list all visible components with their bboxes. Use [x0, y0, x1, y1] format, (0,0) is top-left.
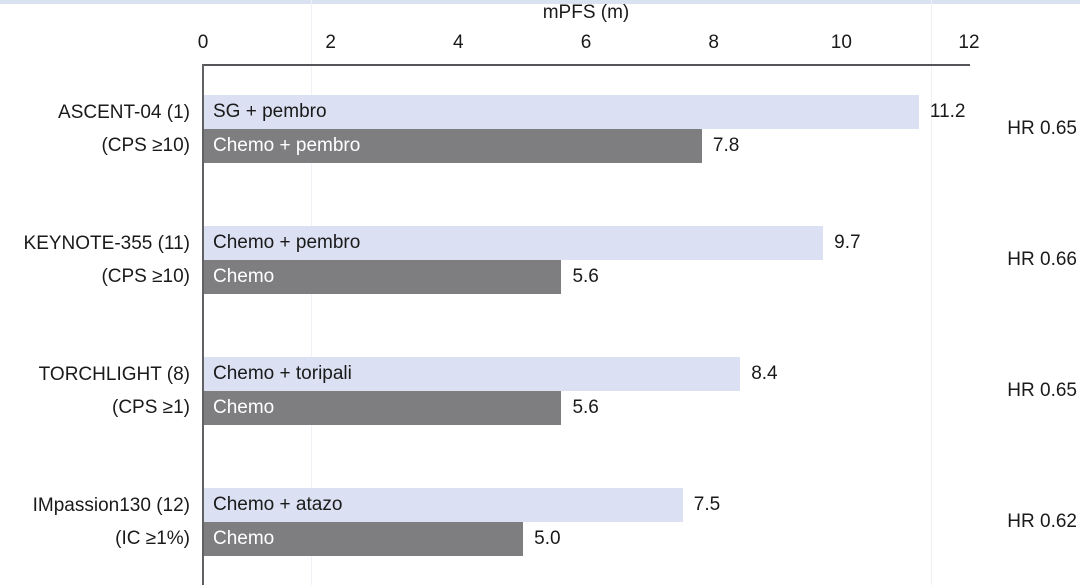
- trial-label: KEYNOTE-355 (11) (CPS ≥10): [0, 227, 190, 293]
- trial-group-ascent-04: ASCENT-04 (1) (CPS ≥10) SG + pembro 11.2…: [0, 95, 1080, 163]
- x-axis-tick-labels: 0 2 4 6 8 10 12: [198, 31, 980, 55]
- bar-arm-label: Chemo + pembro: [213, 232, 361, 253]
- x-tick-12: 12: [958, 32, 980, 53]
- trial-label: ASCENT-04 (1) (CPS ≥10): [0, 96, 190, 162]
- trial-label: IMpassion130 (12) (IC ≥1%): [0, 489, 190, 555]
- x-axis-line: [202, 64, 970, 66]
- group-plot-area: Chemo + atazo 7.5 Chemo 5.0: [204, 488, 970, 556]
- trial-group-torchlight: TORCHLIGHT (8) (CPS ≥1) Chemo + toripali…: [0, 357, 1080, 425]
- x-tick-0: 0: [197, 32, 209, 53]
- bar-control: Chemo 5.6: [204, 391, 599, 425]
- hazard-ratio-label: HR 0.62: [1007, 511, 1077, 532]
- bar-value-label: 5.0: [534, 528, 561, 549]
- bar-control: Chemo 5.0: [204, 522, 561, 556]
- bar-experimental: Chemo + atazo 7.5: [204, 488, 720, 522]
- bar-arm-label: Chemo + atazo: [213, 494, 343, 515]
- trial-name: TORCHLIGHT (8): [38, 364, 190, 385]
- trial-subgroup: (CPS ≥1): [112, 397, 190, 418]
- trial-subgroup: (IC ≥1%): [115, 528, 190, 549]
- bar-arm-label: Chemo: [213, 397, 275, 418]
- faint-column-border: [931, 0, 932, 585]
- bar-arm-label: Chemo: [213, 266, 275, 287]
- group-plot-area: SG + pembro 11.2 Chemo + pembro 7.8: [204, 95, 970, 163]
- bar-control: Chemo 5.6: [204, 260, 599, 294]
- bar-value-label: 5.6: [572, 266, 599, 287]
- trial-name: ASCENT-04 (1): [58, 102, 190, 123]
- top-border-strip: [0, 0, 1080, 4]
- bar-value-label: 11.2: [929, 101, 966, 122]
- x-axis-title: mPFS (m): [542, 2, 630, 23]
- bar-value-label: 8.4: [751, 363, 778, 384]
- group-plot-area: Chemo + pembro 9.7 Chemo 5.6: [204, 226, 970, 294]
- bar-arm-label: Chemo + pembro: [213, 135, 361, 156]
- bar-arm-label: Chemo: [213, 528, 275, 549]
- bar-experimental: SG + pembro 11.2: [204, 95, 966, 129]
- bar-arm-label: Chemo + toripali: [213, 363, 352, 384]
- x-tick-6: 6: [580, 32, 592, 53]
- x-tick-10: 10: [830, 32, 852, 53]
- x-tick-4: 4: [453, 32, 464, 53]
- trial-name: KEYNOTE-355 (11): [23, 233, 190, 254]
- bar-arm-label: SG + pembro: [213, 101, 327, 122]
- trial-group-impassion130: IMpassion130 (12) (IC ≥1%) Chemo + atazo…: [0, 488, 1080, 556]
- bar-value-label: 7.5: [693, 494, 721, 515]
- trial-group-keynote-355: KEYNOTE-355 (11) (CPS ≥10) Chemo + pembr…: [0, 226, 1080, 294]
- hazard-ratio-label: HR 0.66: [1007, 249, 1077, 270]
- trial-label: TORCHLIGHT (8) (CPS ≥1): [0, 358, 190, 424]
- trial-subgroup: (CPS ≥10): [101, 266, 190, 287]
- x-tick-2: 2: [325, 32, 336, 53]
- bar-control: Chemo + pembro 7.8: [204, 129, 739, 163]
- bar-value-label: 9.7: [834, 232, 861, 253]
- trial-name: IMpassion130 (12): [32, 495, 190, 516]
- hazard-ratio-label: HR 0.65: [1007, 380, 1077, 401]
- bar-value-label: 7.8: [712, 135, 740, 156]
- trial-subgroup: (CPS ≥10): [101, 135, 190, 156]
- group-plot-area: Chemo + toripali 8.4 Chemo 5.6: [204, 357, 970, 425]
- y-axis-line: [202, 64, 204, 585]
- bar-value-label: 5.6: [572, 397, 599, 418]
- hazard-ratio-label: HR 0.65: [1007, 118, 1077, 139]
- x-tick-8: 8: [708, 32, 719, 53]
- bar-experimental: Chemo + pembro 9.7: [204, 226, 861, 260]
- bar-experimental: Chemo + toripali 8.4: [204, 357, 778, 391]
